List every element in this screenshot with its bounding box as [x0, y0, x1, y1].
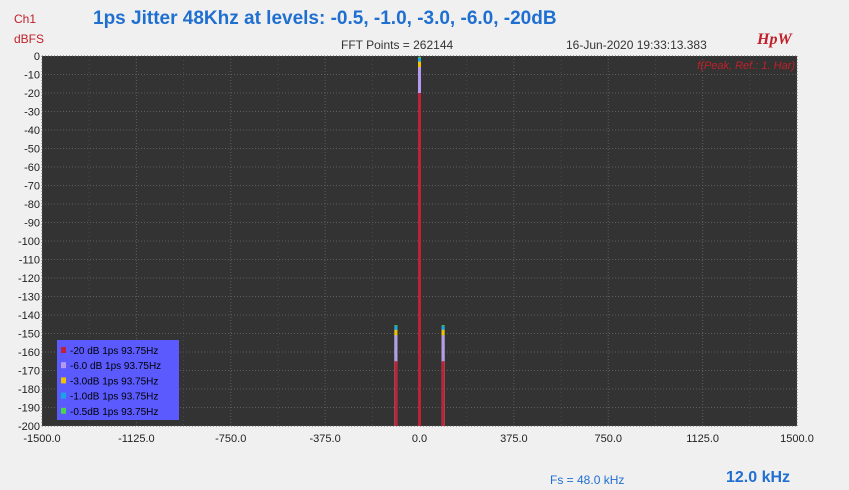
x-tick-label: 0.0	[412, 433, 427, 445]
legend-entry: -6.0 dB 1ps 93.75Hz	[70, 361, 161, 372]
y-tick-label: -190	[18, 403, 40, 415]
y-tick-label: -60	[24, 162, 40, 174]
fft-points-label: FFT Points = 262144	[341, 38, 454, 52]
y-tick-label: -80	[24, 199, 40, 211]
spectral-line	[394, 361, 398, 426]
sample-rate-label: Fs = 48.0 kHz	[550, 473, 625, 487]
x-tick-label: -750.0	[215, 433, 246, 445]
y-tick-label: -100	[18, 236, 40, 248]
legend-entry: -1.0dB 1ps 93.75Hz	[70, 392, 158, 403]
spectral-line	[418, 93, 421, 426]
timestamp-label: 16-Jun-2020 19:33:13.383	[566, 38, 707, 52]
frequency-span-label: 12.0 kHz	[726, 469, 791, 486]
y-tick-label: -140	[18, 310, 40, 322]
y-tick-label: -160	[18, 347, 40, 359]
x-tick-label: 1125.0	[686, 433, 719, 445]
y-tick-label: -170	[18, 366, 40, 378]
legend-entry: -3.0dB 1ps 93.75Hz	[70, 376, 158, 387]
y-tick-label: -30	[24, 107, 40, 119]
chart-title: 1ps Jitter 48Khz at levels: -0.5, -1.0, …	[93, 8, 557, 29]
y-tick-label: -110	[19, 255, 40, 267]
x-tick-label: 750.0	[594, 433, 622, 445]
legend-swatch	[61, 347, 66, 353]
legend-swatch	[61, 362, 66, 369]
spectral-line	[441, 361, 445, 426]
x-tick-label: -1500.0	[23, 433, 60, 445]
legend-swatch	[61, 377, 66, 384]
y-tick-label: -40	[24, 125, 40, 137]
y-tick-label: -50	[24, 144, 40, 156]
legend-entry: -0.5dB 1ps 93.75Hz	[70, 407, 158, 418]
y-tick-label: -90	[24, 218, 40, 230]
legend-box	[57, 340, 179, 420]
legend-entry: -20 dB 1ps 93.75Hz	[70, 346, 158, 357]
y-tick-label: -130	[18, 292, 40, 304]
y-tick-label: -70	[24, 181, 40, 193]
y-tick-label: -20	[24, 88, 40, 100]
x-tick-label: 1500.0	[780, 433, 814, 445]
y-tick-label: -120	[18, 273, 40, 285]
legend-swatch	[61, 392, 66, 399]
channel-label: Ch1	[14, 12, 37, 26]
y-tick-label: 0	[34, 51, 40, 63]
y-unit-label: dBFS	[14, 32, 45, 46]
y-tick-label: -10	[24, 70, 40, 82]
legend-swatch	[61, 407, 66, 414]
y-tick-label: -200	[18, 421, 40, 433]
y-tick-label: -150	[18, 329, 40, 341]
x-tick-label: -375.0	[310, 433, 341, 445]
y-tick-label: -180	[18, 384, 40, 396]
reference-note: f(Peak, Ref.: 1. Har)	[697, 60, 795, 72]
hpw-logo: HpW	[757, 31, 792, 48]
x-tick-label: 375.0	[500, 433, 528, 445]
x-tick-label: -1125.0	[118, 433, 155, 445]
